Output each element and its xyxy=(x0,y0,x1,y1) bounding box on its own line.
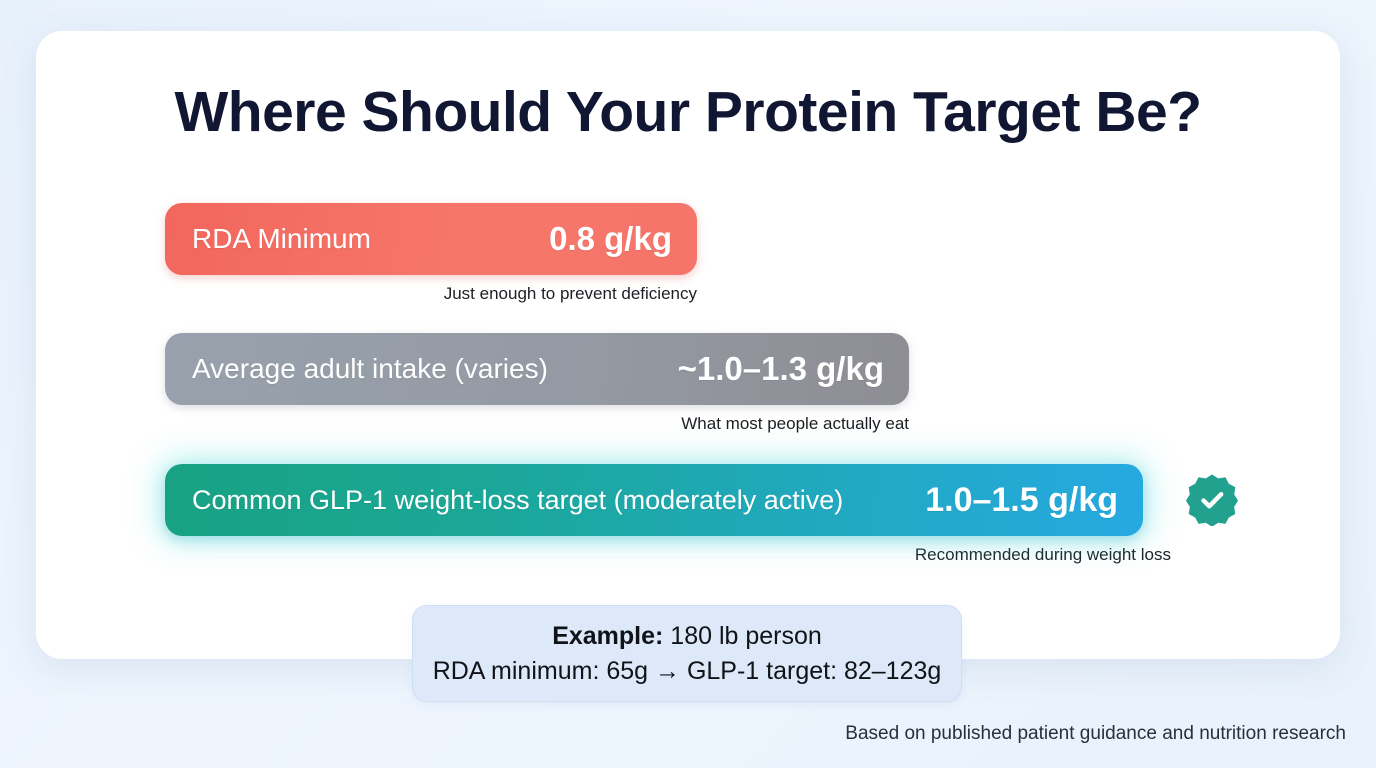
example-line-1: Example: 180 lb person xyxy=(552,622,822,651)
bar-caption-rda-minimum: Just enough to prevent deficiency xyxy=(443,284,697,303)
bar-label-rda-minimum: RDA Minimum xyxy=(192,223,371,254)
protein-target-bar-list: RDA Minimum 0.8 g/kg Just enough to prev… xyxy=(165,203,1265,565)
bar-caption-glp1-target: Recommended during weight loss xyxy=(914,545,1171,564)
bar-row-rda-minimum: RDA Minimum 0.8 g/kg Just enough to prev… xyxy=(165,203,1265,304)
bar-rda-minimum[interactable]: RDA Minimum 0.8 g/kg xyxy=(165,203,697,275)
bar-row-average-adult-intake: Average adult intake (varies) ~1.0–1.3 g… xyxy=(165,333,1265,434)
bar-value-rda-minimum: 0.8 g/kg xyxy=(549,220,672,257)
bar-average-adult-intake[interactable]: Average adult intake (varies) ~1.0–1.3 g… xyxy=(165,333,909,405)
example-label: Example: xyxy=(552,621,664,650)
example-box: Example: 180 lb person RDA minimum: 65g … xyxy=(412,605,962,702)
bar-value-glp1-target: 1.0–1.5 g/kg xyxy=(925,480,1118,519)
check-badge-icon xyxy=(1186,474,1238,526)
source-footnote: Based on published patient guidance and … xyxy=(845,723,1346,744)
example-person: 180 lb person xyxy=(663,621,822,650)
bar-caption-average-adult-intake: What most people actually eat xyxy=(681,414,909,433)
bar-label-glp1-target: Common GLP-1 weight-loss target (moderat… xyxy=(192,484,844,515)
bar-label-average-adult-intake: Average adult intake (varies) xyxy=(192,353,548,384)
bar-value-average-adult-intake: ~1.0–1.3 g/kg xyxy=(677,350,884,387)
page-title: Where Should Your Protein Target Be? xyxy=(174,80,1202,144)
content-card: Where Should Your Protein Target Be? RDA… xyxy=(36,31,1340,659)
example-line-2: RDA minimum: 65g → GLP-1 target: 82–123g xyxy=(432,656,942,685)
bar-row-glp1-target: Common GLP-1 weight-loss target (moderat… xyxy=(165,464,1265,565)
bar-glp1-target[interactable]: Common GLP-1 weight-loss target (moderat… xyxy=(165,464,1143,536)
